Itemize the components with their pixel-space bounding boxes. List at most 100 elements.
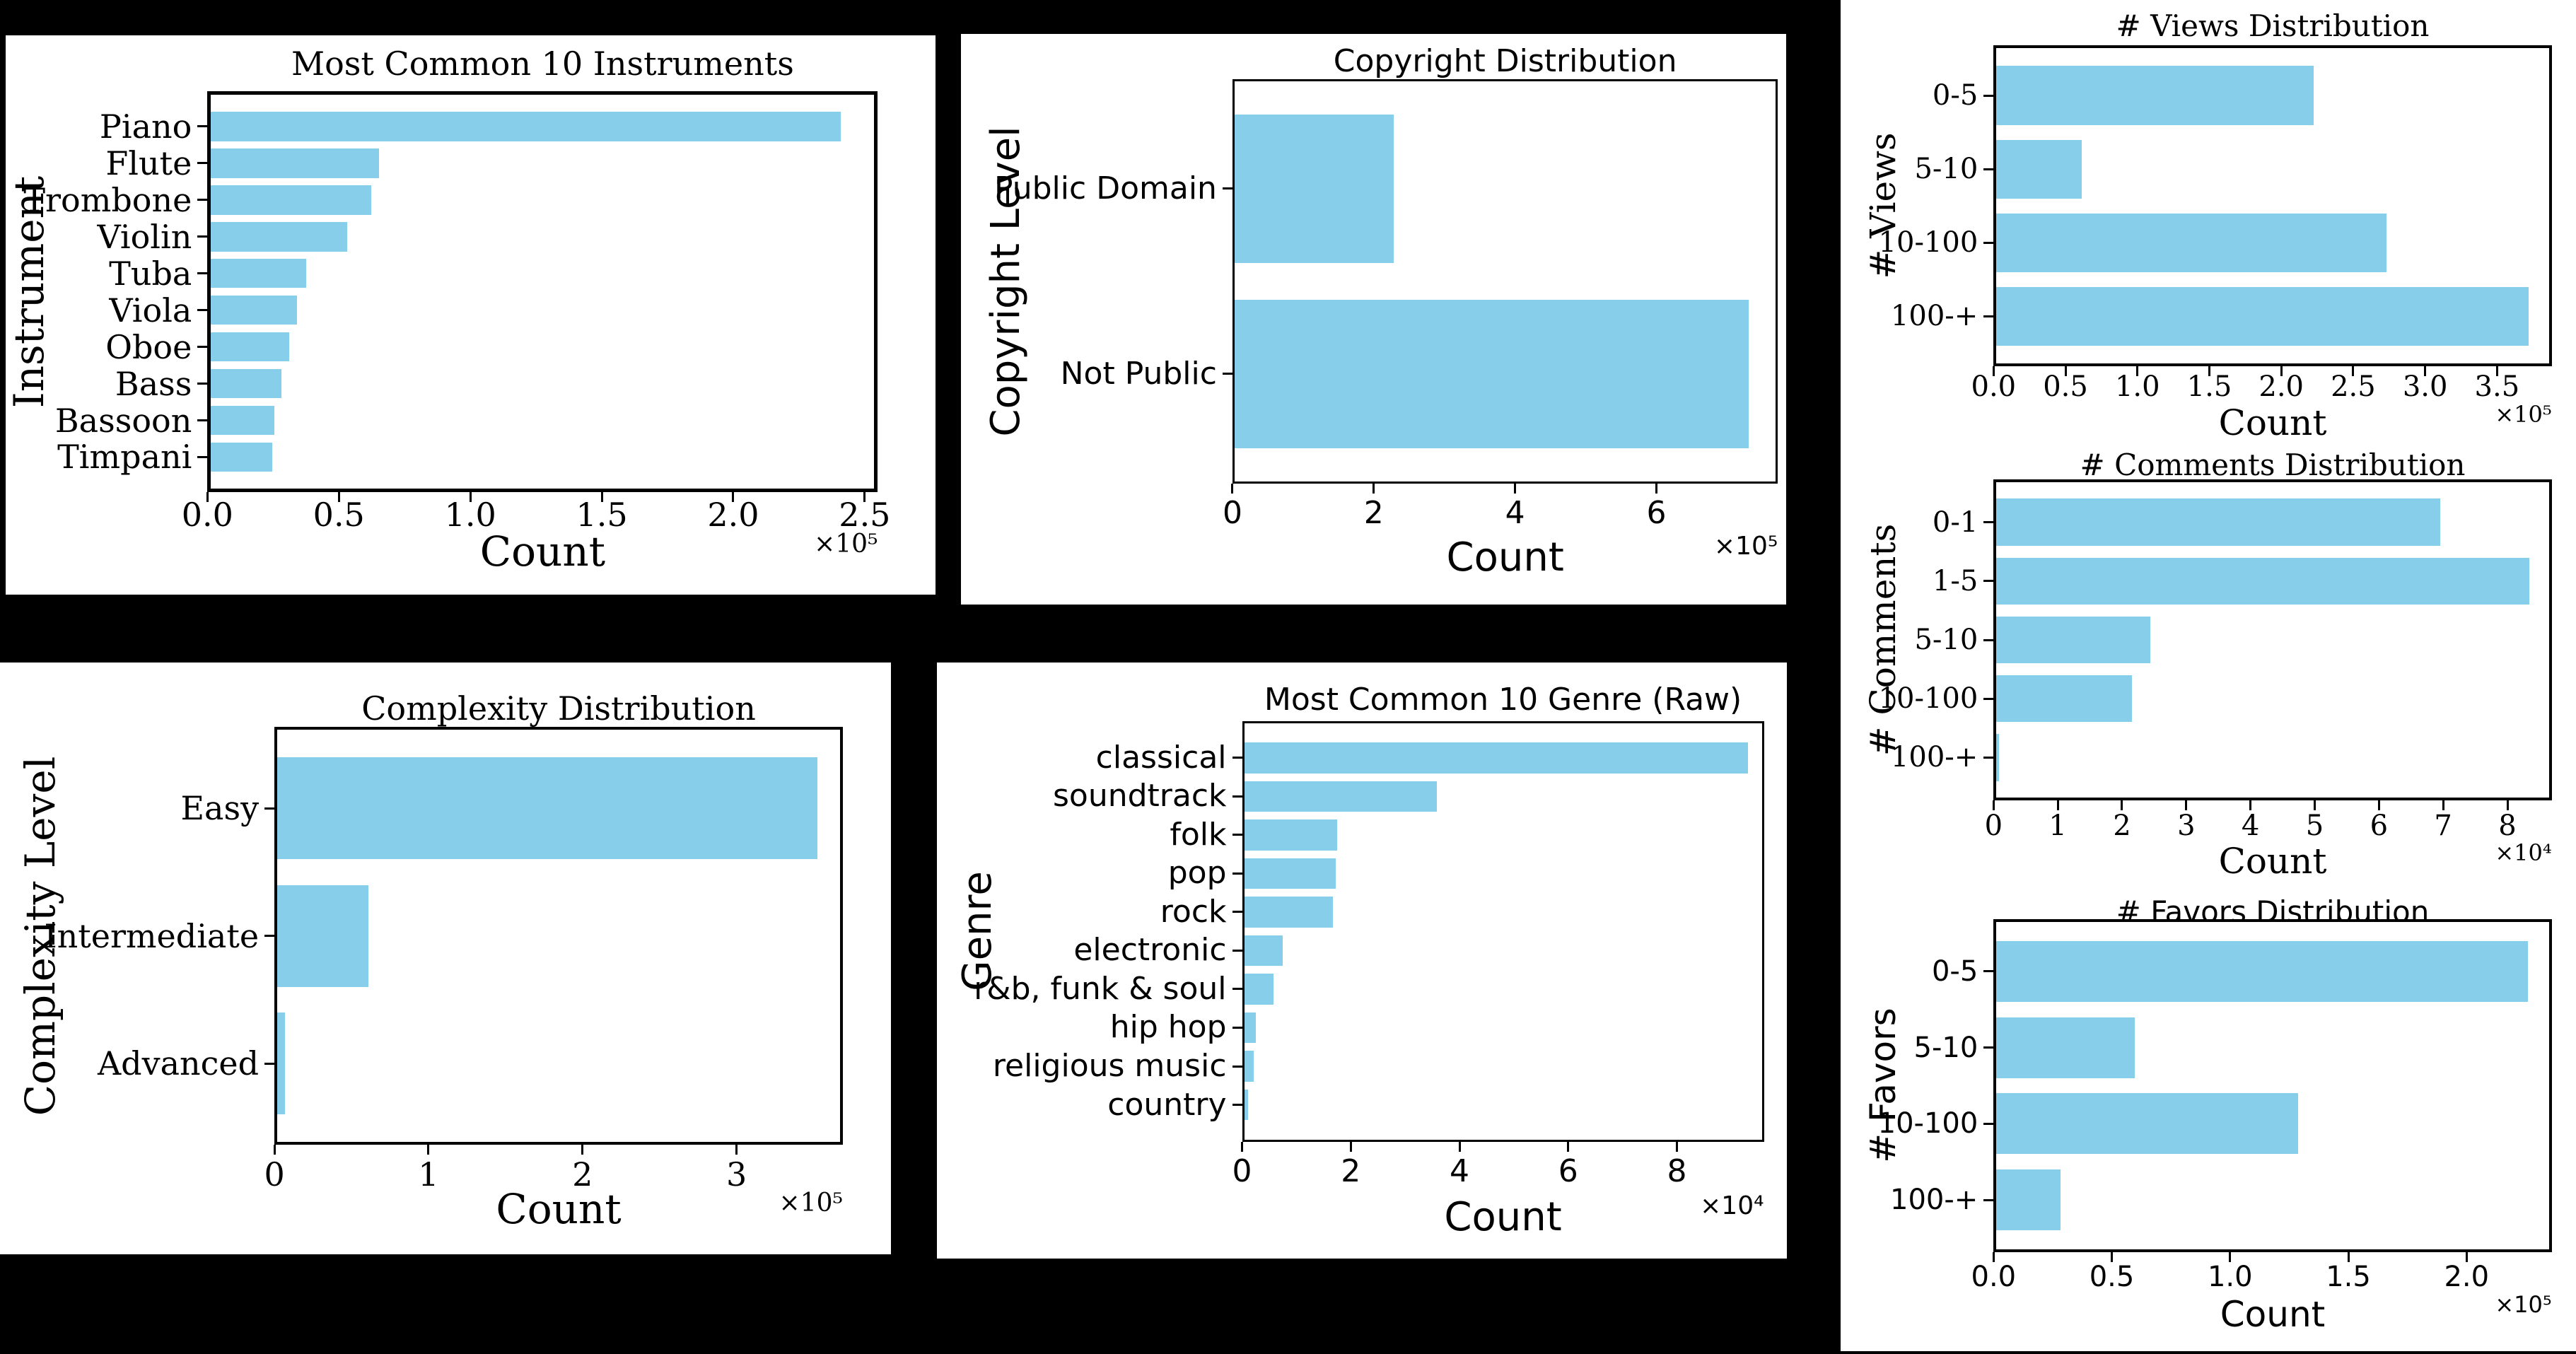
- category-label-0-5: 0-5: [1932, 79, 1978, 112]
- category-label-tuba: Tuba: [109, 254, 192, 293]
- axis-offset-label: ×10⁵: [779, 1189, 843, 1218]
- y-tick-mark: [1983, 638, 1994, 641]
- x-tick-mark: [2347, 1251, 2350, 1262]
- x-tick-label: 0.0: [1971, 1261, 2017, 1294]
- x-axis-label: Count: [2218, 841, 2327, 882]
- x-tick-mark: [863, 492, 866, 503]
- x-tick-mark: [273, 1145, 276, 1155]
- chart-title: Copyright Distribution: [1333, 42, 1677, 79]
- chart-title: Complexity Distribution: [361, 689, 756, 728]
- x-tick-label: 6: [2370, 810, 2389, 843]
- category-label-10-100: 10-100: [1878, 226, 1978, 259]
- x-tick-label: 2: [2113, 810, 2131, 843]
- y-tick-mark: [1222, 187, 1232, 190]
- chart-instruments: Most Common 10 Instruments Piano Flute Trom…: [4, 35, 936, 595]
- x-tick-mark: [1992, 800, 1995, 810]
- x-tick-label: 1: [2048, 810, 2067, 843]
- x-tick-label: 1.5: [2186, 370, 2232, 404]
- y-tick-mark: [1232, 1065, 1242, 1068]
- y-tick-mark: [264, 1062, 275, 1065]
- chart-complexity: Complexity Distribution Easy Intermediate A…: [0, 663, 891, 1254]
- bar-0-1: [1996, 498, 2440, 546]
- y-tick-mark: [1983, 94, 1994, 97]
- category-label-soundtrack: soundtrack: [1052, 778, 1227, 815]
- panel-instruments: Most Common 10 Instruments Piano Flute Trom…: [4, 35, 936, 595]
- x-tick-mark: [2424, 366, 2427, 377]
- bar-religious-music: [1244, 1051, 1254, 1082]
- y-tick-mark: [1983, 970, 1994, 973]
- y-tick-mark: [1983, 1198, 1994, 1201]
- panel-engagement: # Views Distribution 0-5 5-10 10-100 100-+ 0.…: [1841, 0, 2576, 1351]
- bar-bassoon: [211, 405, 275, 436]
- chart-title: Most Common 10 Genre (Raw): [1264, 682, 1742, 718]
- y-axis-label: # Favors: [1863, 1008, 1904, 1164]
- x-tick-label: 5: [2305, 810, 2324, 843]
- x-tick-label: 2: [1363, 494, 1384, 531]
- bar-100: [1996, 1169, 2061, 1231]
- category-label-advanced: Advanced: [97, 1044, 260, 1083]
- x-tick-mark: [2313, 800, 2316, 810]
- category-label-rock: rock: [1160, 893, 1227, 930]
- x-tick-mark: [1676, 1141, 1679, 1152]
- category-label-100: 100-+: [1890, 1184, 1978, 1216]
- y-tick-mark: [197, 162, 208, 165]
- x-tick-mark: [2442, 800, 2444, 810]
- y-tick-mark: [197, 383, 208, 385]
- bar-100: [1996, 734, 1999, 781]
- bar-tuba: [211, 258, 306, 288]
- category-label-religious-music: religious music: [992, 1048, 1227, 1084]
- bar-intermediate: [277, 885, 369, 987]
- x-tick-label: 8: [2498, 810, 2517, 843]
- category-label-10-100: 10-100: [1878, 682, 1978, 716]
- chart-copyright: Copyright Distribution Public Domain Not P…: [961, 34, 1786, 605]
- x-tick-mark: [1372, 483, 1375, 494]
- x-tick-label: 3: [726, 1155, 747, 1193]
- x-tick-mark: [1992, 1251, 1995, 1262]
- x-tick-label: 1.5: [2326, 1261, 2371, 1294]
- bar-10-100: [1996, 675, 2132, 723]
- bar-viola: [211, 295, 297, 325]
- y-axis-label: Genre: [954, 871, 1001, 991]
- bar-advanced: [277, 1012, 285, 1115]
- x-tick-label: 0.0: [181, 495, 233, 534]
- y-tick-mark: [1222, 373, 1232, 375]
- x-tick-label: 2.0: [2259, 370, 2304, 404]
- y-tick-mark: [197, 199, 208, 202]
- y-tick-mark: [1983, 697, 1994, 700]
- bar-1-5: [1996, 557, 2529, 605]
- category-label-viola: Viola: [109, 291, 192, 329]
- category-label-intermediate: Intermediate: [44, 916, 260, 955]
- x-tick-label: 0: [1232, 1152, 1252, 1189]
- bar-soundtrack: [1244, 781, 1437, 812]
- x-tick-label: 0: [1984, 810, 2003, 843]
- bar-0-5: [1996, 940, 2528, 1002]
- y-axis-label: Copyright Level: [983, 126, 1030, 437]
- bar-5-10: [1996, 139, 2082, 199]
- x-tick-mark: [1992, 366, 1995, 377]
- x-tick-mark: [1458, 1141, 1461, 1152]
- y-tick-mark: [1983, 168, 1994, 170]
- category-label-5-10: 5-10: [1914, 624, 1978, 656]
- chart-title: # Views Distribution: [2116, 8, 2430, 44]
- y-tick-mark: [1983, 241, 1994, 244]
- axis-offset-label: ×10⁵: [2495, 400, 2552, 428]
- axis-offset-label: ×10⁴: [1700, 1191, 1764, 1221]
- y-tick-mark: [1983, 521, 1994, 524]
- y-axis-label: Instrument: [4, 175, 53, 408]
- bar-easy: [277, 757, 817, 860]
- bar-oboe: [211, 332, 289, 362]
- bar-electronic: [1244, 935, 1283, 967]
- category-label-country: country: [1107, 1086, 1227, 1123]
- category-label-5-10: 5-10: [1913, 1031, 1978, 1064]
- chart-genre: Most Common 10 Genre (Raw) classical sound…: [937, 663, 1787, 1259]
- x-tick-label: 8: [1667, 1152, 1687, 1189]
- x-tick-mark: [2249, 800, 2252, 810]
- x-tick-label: 7: [2434, 810, 2452, 843]
- y-axis-label: # Comments: [1863, 523, 1904, 757]
- bar-not-public: [1234, 300, 1749, 448]
- x-axis-label: Count: [1446, 534, 1564, 580]
- x-tick-mark: [2465, 1251, 2468, 1262]
- x-tick-mark: [581, 1145, 584, 1155]
- x-tick-label: 2.0: [2444, 1261, 2490, 1294]
